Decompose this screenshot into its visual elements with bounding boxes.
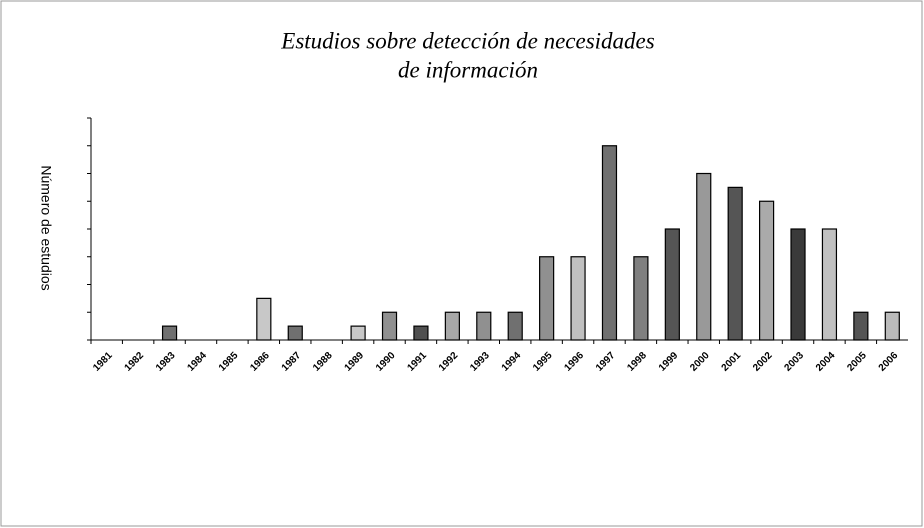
bar xyxy=(444,311,460,341)
bar xyxy=(758,200,775,341)
bar xyxy=(601,145,618,341)
bar xyxy=(664,228,680,341)
bar xyxy=(821,228,838,341)
bar xyxy=(256,297,272,341)
bar xyxy=(790,228,806,341)
bar xyxy=(161,325,178,341)
bar xyxy=(727,186,743,341)
y-axis-label: Número de estudios xyxy=(38,165,54,290)
bar xyxy=(413,325,429,341)
bar xyxy=(287,325,303,341)
bar xyxy=(476,311,492,341)
bar xyxy=(570,256,586,341)
bar xyxy=(853,311,869,341)
bar xyxy=(696,172,712,341)
chart-title: de información xyxy=(398,57,538,82)
bar xyxy=(381,311,398,341)
chart-title: Estudios sobre detección de necesidades xyxy=(280,28,654,53)
bar xyxy=(884,311,900,341)
bar xyxy=(507,311,523,341)
bar xyxy=(633,256,649,341)
bar xyxy=(350,325,366,341)
bar xyxy=(539,256,555,341)
